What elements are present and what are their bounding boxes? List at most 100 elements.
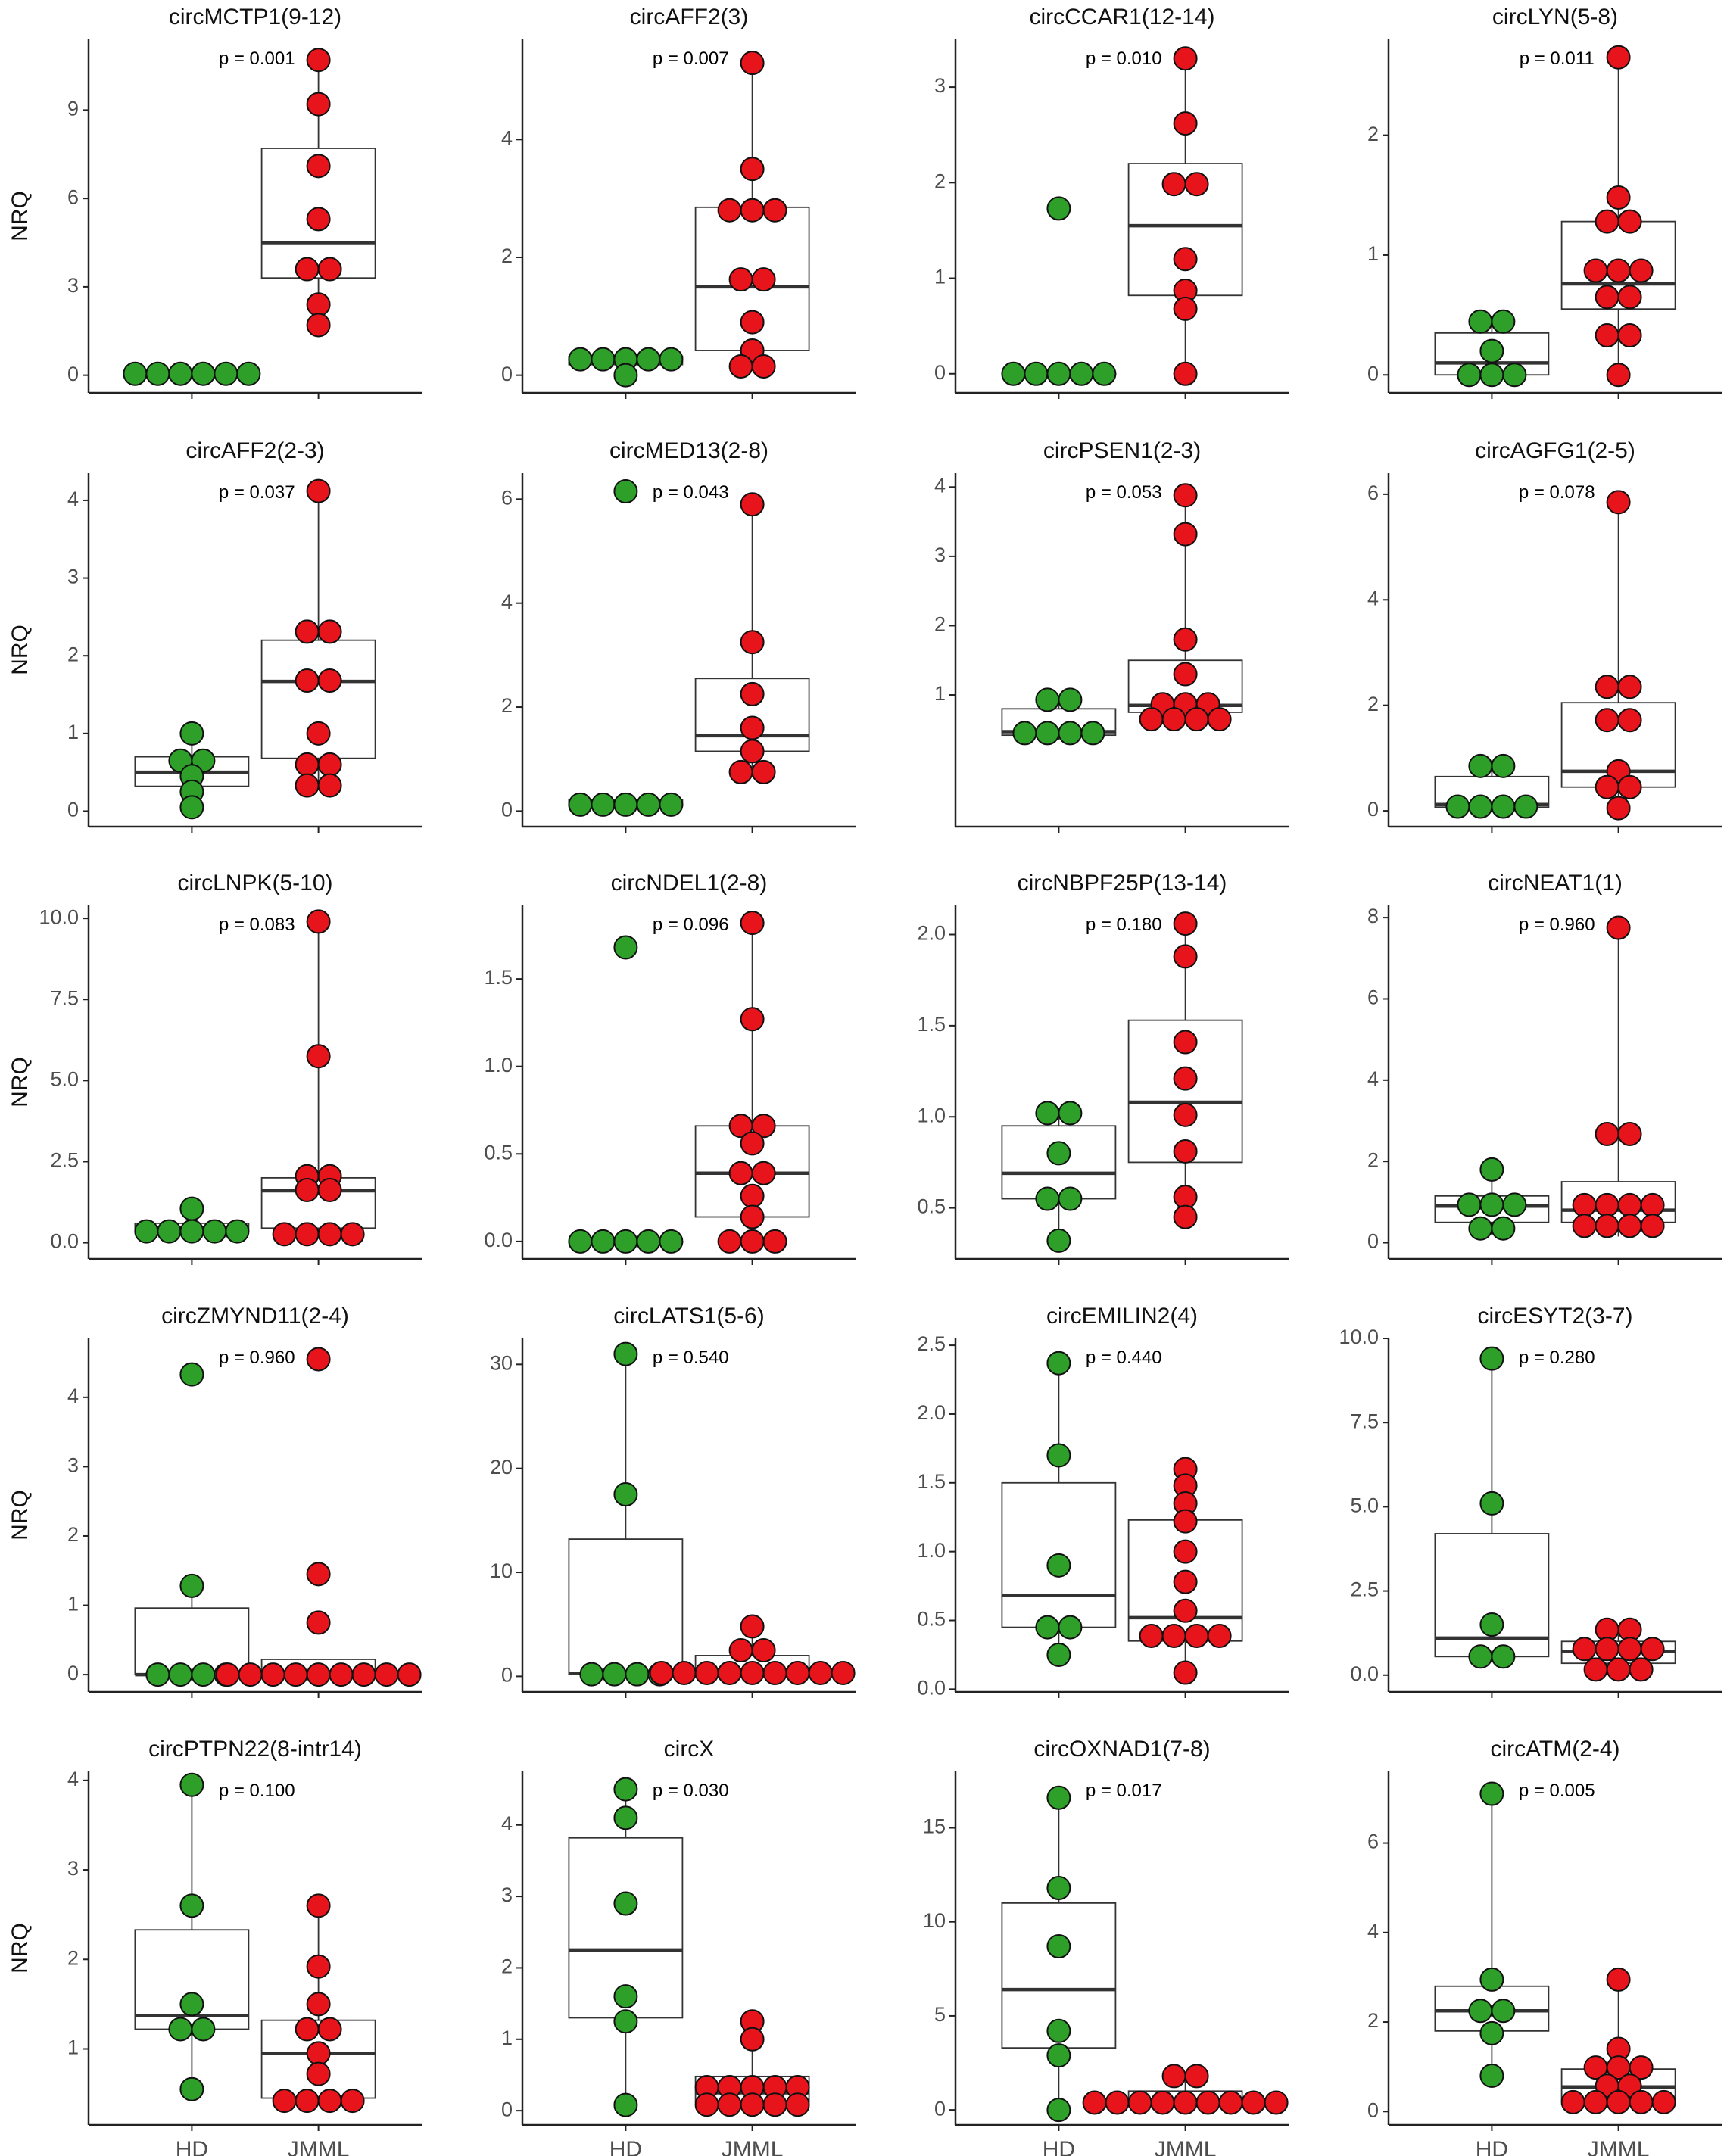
x-tick-label-hd: HD bbox=[609, 2137, 642, 2156]
hd-point bbox=[1468, 1216, 1493, 1241]
jmml-point bbox=[1583, 2089, 1608, 2114]
panel-12: circNEAT1(1) 0 2 4 6 8 p = 0.960 bbox=[1367, 871, 1722, 1265]
jmml-point bbox=[1150, 2090, 1175, 2115]
p-value-label: p = 0.011 bbox=[1520, 48, 1595, 69]
jmml-point bbox=[306, 721, 331, 746]
jmml-point bbox=[1617, 1214, 1642, 1238]
y-tick-label: 0 bbox=[934, 361, 946, 384]
panel-13: circZMYND11(2-4) 0 1 2 3 4 NRQ p = 0.960 bbox=[8, 1304, 422, 1698]
y-tick-label: 4 bbox=[501, 1812, 513, 1835]
jmml-point bbox=[740, 51, 765, 76]
p-value-label: p = 0.078 bbox=[1519, 482, 1595, 503]
jmml-point bbox=[306, 1044, 331, 1069]
hd-point bbox=[1046, 1228, 1071, 1253]
hd-point bbox=[613, 1984, 638, 2009]
jmml-point bbox=[649, 1660, 674, 1685]
jmml-point bbox=[306, 207, 331, 232]
y-tick-label: 0.0 bbox=[1350, 1662, 1379, 1685]
hd-point bbox=[1058, 1101, 1083, 1126]
panel-8: circAGFG1(2-5) 0 2 4 6 p = 0.078 bbox=[1367, 438, 1722, 833]
jmml-point bbox=[1173, 1509, 1198, 1534]
jmml-point bbox=[751, 1161, 776, 1185]
hd-point bbox=[1491, 794, 1516, 819]
y-tick-label: 0.5 bbox=[484, 1141, 513, 1164]
jmml-point bbox=[728, 267, 753, 292]
jmml-point bbox=[1195, 2090, 1220, 2115]
y-tick-label: 0 bbox=[1367, 362, 1379, 385]
jmml-point bbox=[306, 48, 331, 73]
panel-title: circNEAT1(1) bbox=[1488, 871, 1623, 896]
jmml-point bbox=[1218, 2090, 1243, 2115]
hd-point bbox=[591, 792, 616, 817]
jmml-point bbox=[295, 2089, 320, 2114]
jmml-point bbox=[1617, 708, 1642, 733]
jmml-point bbox=[751, 1114, 776, 1139]
y-tick-label: 2.5 bbox=[1350, 1578, 1379, 1601]
y-tick-label: 2.5 bbox=[917, 1332, 946, 1355]
jmml-point bbox=[740, 739, 765, 764]
hd-point bbox=[1502, 363, 1527, 388]
hd-point bbox=[168, 1662, 193, 1687]
y-tick-label: 0.0 bbox=[50, 1230, 79, 1253]
hd-point bbox=[1046, 1351, 1071, 1376]
jmml-point bbox=[1595, 1121, 1619, 1146]
panel-20: circATM(2-4) 0 2 4 6 HD JMML p = 0.005 bbox=[1367, 1737, 1722, 2156]
p-value-label: p = 0.005 bbox=[1519, 1781, 1595, 1801]
y-tick-label: 6 bbox=[67, 185, 79, 208]
p-value-label: p = 0.440 bbox=[1086, 1348, 1162, 1368]
jmml-point bbox=[1583, 258, 1608, 283]
hd-point bbox=[179, 1196, 204, 1221]
hd-point bbox=[123, 361, 148, 386]
jmml-point bbox=[1606, 258, 1631, 283]
p-value-label: p = 0.960 bbox=[1519, 914, 1595, 935]
hd-point bbox=[613, 479, 638, 504]
y-tick-label: 3 bbox=[67, 1857, 79, 1880]
hd-point bbox=[659, 792, 684, 817]
jmml-point bbox=[306, 1992, 331, 2017]
jmml-point bbox=[1595, 285, 1619, 310]
jmml-point bbox=[1640, 1214, 1665, 1238]
y-tick-label: 0 bbox=[67, 363, 79, 385]
panel-title: circMCTP1(9-12) bbox=[169, 5, 341, 30]
y-tick-label: 4 bbox=[1367, 1920, 1379, 1943]
jmml-point bbox=[1606, 915, 1631, 940]
hd-point bbox=[636, 792, 661, 817]
y-tick-label: 3 bbox=[501, 1883, 513, 1906]
hd-point bbox=[1502, 1192, 1527, 1217]
jmml-point bbox=[1127, 2090, 1152, 2115]
hd-box bbox=[568, 1538, 684, 1675]
hd-point bbox=[636, 347, 661, 372]
hd-point bbox=[1046, 1934, 1071, 1959]
jmml-point bbox=[1617, 1192, 1642, 1217]
y-tick-label: 2 bbox=[67, 1946, 79, 1969]
hd-point bbox=[179, 721, 204, 746]
jmml-point bbox=[728, 1161, 753, 1185]
jmml-point bbox=[762, 198, 787, 223]
jmml-point bbox=[317, 257, 342, 282]
hd-point bbox=[1046, 1642, 1071, 1667]
y-tick-label: 1.0 bbox=[917, 1539, 946, 1562]
jmml-point bbox=[295, 257, 320, 282]
panel-2: circAFF2(3) 0 2 4 p = 0.007 bbox=[501, 5, 856, 399]
jmml-point bbox=[751, 267, 776, 292]
y-axis-label: NRQ bbox=[8, 191, 33, 241]
hd-point bbox=[1445, 794, 1470, 819]
jmml-point bbox=[740, 715, 765, 740]
y-tick-label: 2 bbox=[501, 1955, 513, 1978]
jmml-point bbox=[1184, 2064, 1209, 2089]
hd-point bbox=[613, 1341, 638, 1366]
hd-point bbox=[1035, 1101, 1060, 1126]
panel-title: circATM(2-4) bbox=[1490, 1737, 1619, 1762]
jmml-point bbox=[1241, 2090, 1266, 2115]
jmml-point bbox=[1606, 185, 1631, 210]
y-tick-label: 1.0 bbox=[917, 1104, 946, 1126]
y-axis-label: NRQ bbox=[8, 625, 33, 675]
jmml-point bbox=[1173, 111, 1198, 136]
hd-point bbox=[1092, 361, 1117, 386]
jmml-point bbox=[717, 1229, 742, 1254]
y-tick-label: 8 bbox=[1367, 905, 1379, 927]
jmml-point bbox=[1173, 522, 1198, 547]
hd-point bbox=[168, 361, 193, 386]
hd-point bbox=[602, 1662, 627, 1687]
jmml-point bbox=[1583, 1657, 1608, 1682]
